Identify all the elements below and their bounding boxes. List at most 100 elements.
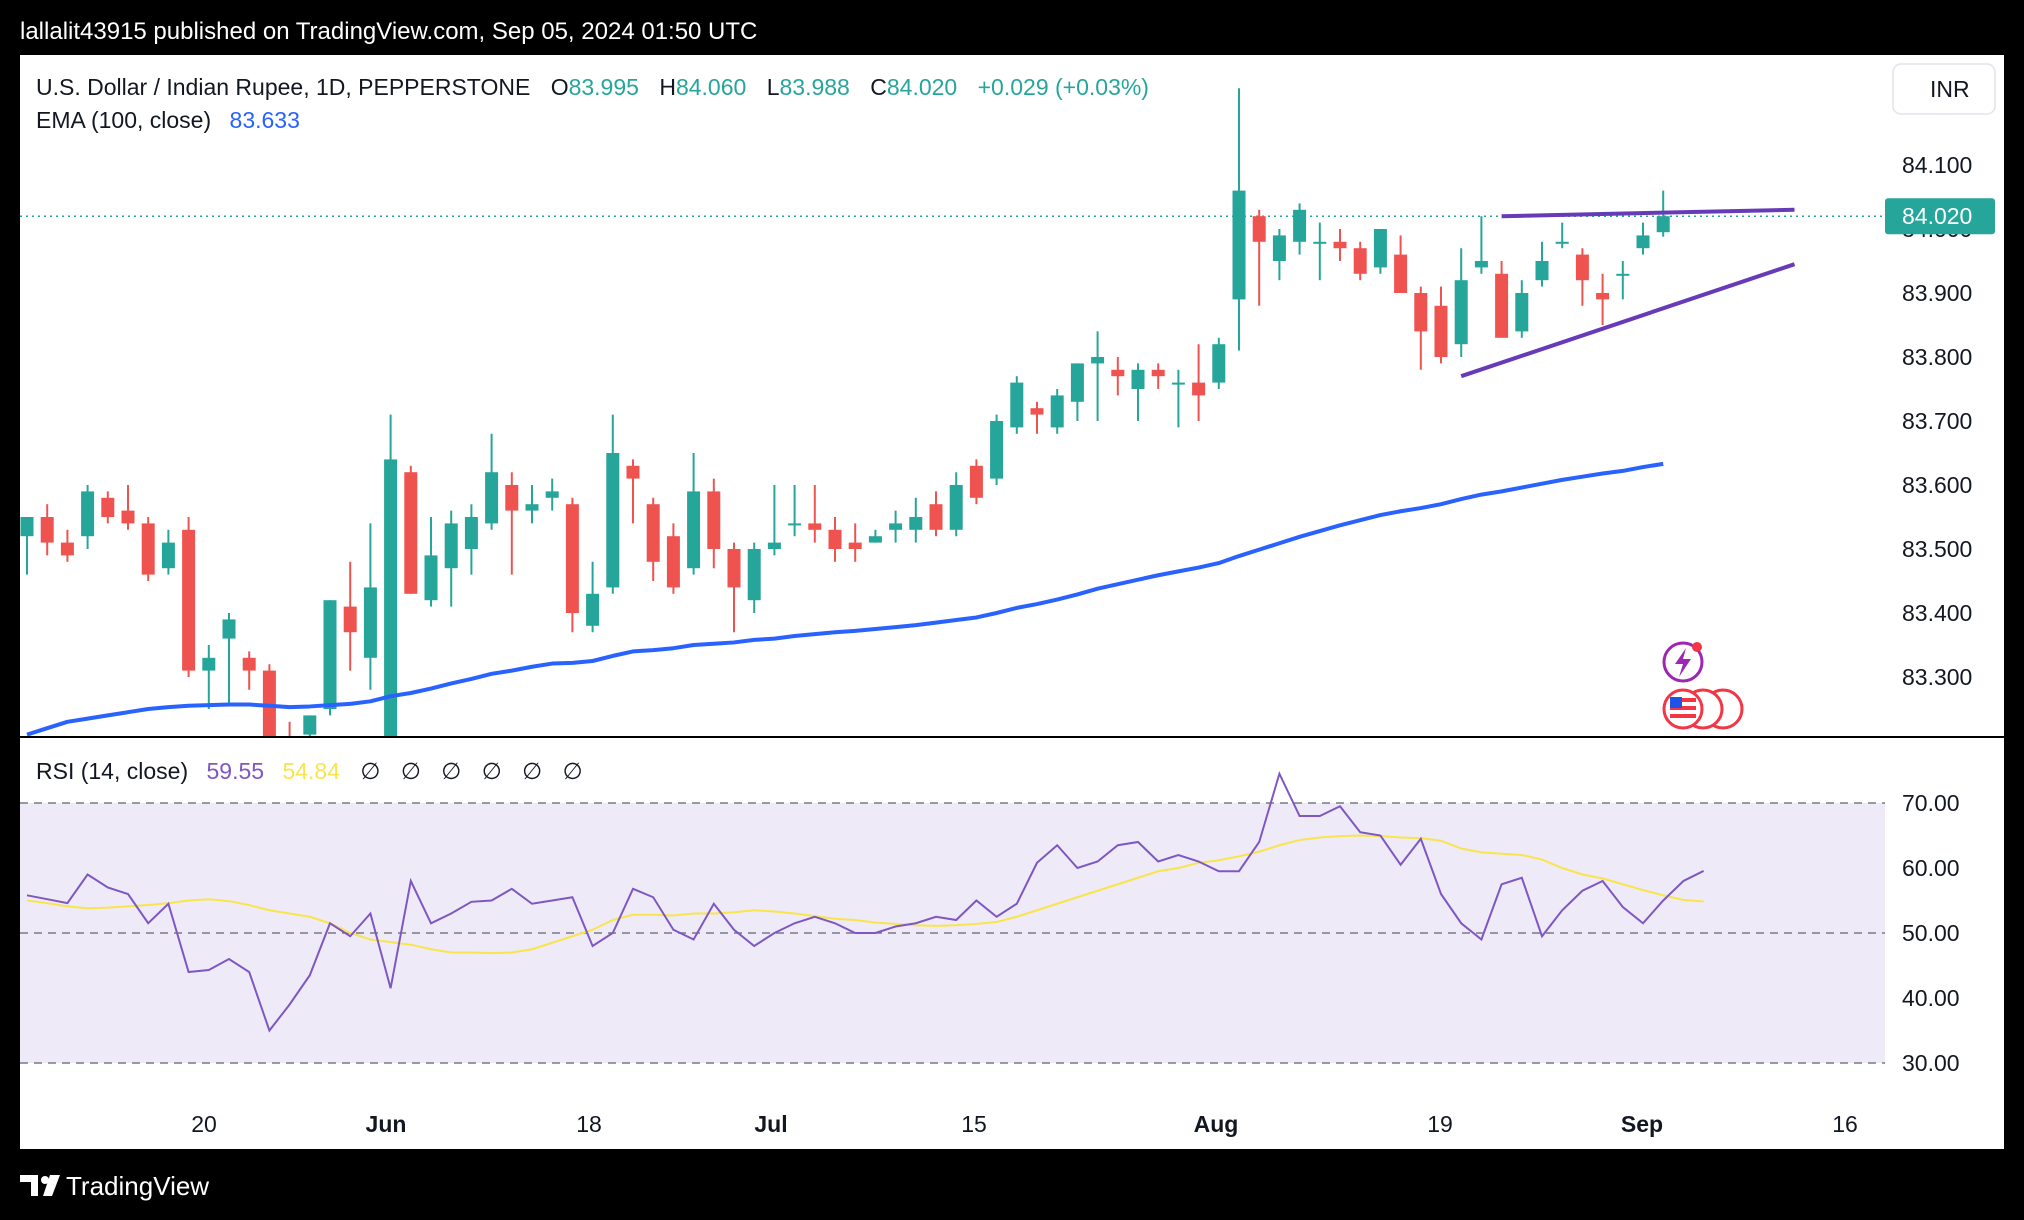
time-tick-label: 19 [1427, 1111, 1453, 1137]
time-tick-label: Jun [366, 1111, 407, 1137]
candle-body [161, 542, 175, 569]
candle [1596, 273, 1610, 325]
candle [1636, 222, 1650, 255]
candle-body [1394, 254, 1408, 293]
price-tick-label: 83.900 [1902, 280, 1972, 306]
candle-body [545, 491, 559, 498]
symbol-name: U.S. Dollar / Indian Rupee, 1D, PEPPERST… [36, 74, 530, 100]
candle [343, 561, 357, 671]
candle-body [121, 510, 135, 524]
rsi-tick-label: 60.00 [1902, 855, 1960, 881]
candle [1212, 337, 1226, 389]
currency-button[interactable]: INR [1892, 63, 1996, 115]
rsi-tick-label: 30.00 [1902, 1050, 1960, 1076]
candle-body [1192, 382, 1206, 396]
candle-body [1010, 382, 1024, 428]
candle-body [1616, 273, 1630, 276]
candle [1091, 331, 1105, 421]
candle-body [969, 465, 983, 498]
candle-body [1212, 344, 1226, 383]
ema-label: EMA (100, close) [36, 107, 211, 133]
candle-body [242, 657, 256, 671]
candle-body [101, 497, 115, 517]
candle-body [464, 517, 478, 549]
candle [1515, 280, 1529, 338]
candle-body [505, 485, 519, 511]
candle-body [1091, 357, 1105, 364]
candle-body [767, 542, 781, 549]
candle [444, 510, 458, 607]
candle [1293, 203, 1307, 255]
candle [303, 715, 317, 737]
candle [909, 497, 923, 543]
candle-body [1555, 241, 1569, 244]
candle-body [1353, 248, 1367, 274]
ema-line [26, 461, 1664, 737]
candle [20, 517, 34, 575]
candle [889, 510, 903, 543]
candle [1454, 248, 1468, 357]
candle-body [525, 504, 539, 511]
rsi-tick-label: 40.00 [1902, 985, 1960, 1011]
open-value: 83.995 [569, 74, 639, 100]
time-tick-label: 20 [191, 1111, 217, 1137]
candle-body [1070, 363, 1084, 402]
lightning-icon[interactable] [1662, 641, 1704, 683]
candle [81, 485, 95, 549]
candle-body [444, 523, 458, 569]
candle-body [303, 715, 317, 735]
candle-body [586, 593, 600, 626]
rsi-tick-label: 70.00 [1902, 790, 1960, 816]
candle-body [1373, 229, 1387, 268]
candle [1030, 401, 1044, 434]
na-mark: ∅ [360, 758, 380, 784]
candle-body [626, 465, 640, 479]
candle-body [666, 536, 680, 588]
candle [1192, 344, 1206, 421]
candle-body [646, 504, 660, 562]
candle [626, 459, 640, 524]
candle [586, 561, 600, 633]
candle-body [1656, 216, 1670, 233]
high-value: 84.060 [676, 74, 746, 100]
candle [1272, 229, 1286, 281]
candle-body [1474, 261, 1488, 268]
rsi-pane [20, 770, 1885, 1064]
trendline [1460, 262, 1796, 379]
candle [1394, 235, 1408, 293]
candle [202, 645, 216, 709]
candle-body [1050, 395, 1064, 428]
us-flag-icon[interactable] [1662, 688, 1744, 730]
candle-body [1495, 273, 1509, 338]
candle-body [363, 587, 377, 658]
price-tick-label: 83.700 [1902, 408, 1972, 434]
candle [1616, 261, 1630, 300]
candle-body [687, 491, 701, 569]
candle [1252, 209, 1266, 306]
na-mark: ∅ [563, 758, 583, 784]
candle-body [848, 542, 862, 549]
candle [464, 504, 478, 575]
price-tick-label: 83.600 [1902, 472, 1972, 498]
candle-body [889, 523, 903, 530]
candle-body [323, 600, 337, 709]
rsi-value: 59.55 [207, 758, 265, 784]
candle-body [20, 517, 34, 537]
candle-body [565, 504, 579, 613]
candle-body [1151, 369, 1165, 377]
candle-body [485, 472, 499, 524]
candle [1353, 241, 1367, 281]
candle-body [1535, 261, 1549, 281]
candle [545, 478, 559, 511]
candle [1333, 229, 1347, 261]
candle-body [141, 523, 155, 575]
price-tick-label: 84.100 [1902, 152, 1972, 178]
candle-body [1293, 209, 1307, 242]
candle [565, 497, 579, 633]
candle [121, 485, 135, 530]
candle [1131, 363, 1145, 421]
rsi-label: RSI (14, close) [36, 758, 188, 784]
candle [1151, 363, 1165, 389]
candle [727, 542, 741, 633]
candle-body [1454, 280, 1468, 345]
